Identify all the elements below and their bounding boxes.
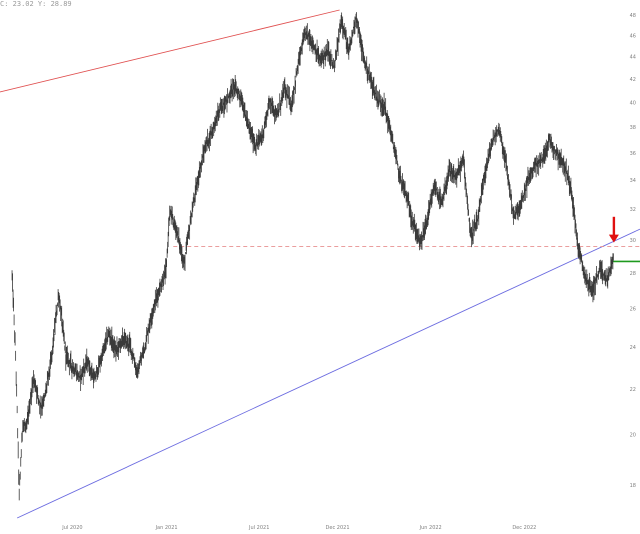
y-tick-label: 32 <box>630 207 636 213</box>
x-tick-label: Jul 2020 <box>61 525 82 531</box>
annotation-layer <box>0 9 640 519</box>
upper-trendline <box>0 9 340 93</box>
y-tick-label: 44 <box>630 55 636 61</box>
x-tick-label: Jan 2021 <box>155 525 178 531</box>
y-tick-label: 28 <box>630 271 636 277</box>
y-tick-label: 18 <box>630 483 636 489</box>
price-series-layer <box>11 12 614 501</box>
y-tick-label: 40 <box>630 100 636 106</box>
y-tick-label: 24 <box>630 345 636 351</box>
x-axis-ticks: Jul 2020 Jan 2021 Jul 2021 Dec 2021 Jun 2022… <box>61 525 536 531</box>
y-tick-label: 20 <box>630 432 636 438</box>
y-axis-ticks: 18 20 22 24 26 28 30 32 34 36 38 40 42 44 46 48 <box>630 13 636 489</box>
x-tick-label: Dec 2021 <box>326 525 350 531</box>
y-tick-label: 26 <box>630 307 636 313</box>
y-tick-label: 22 <box>630 387 636 393</box>
x-tick-label: Jul 2021 <box>248 525 269 531</box>
y-tick-label: 36 <box>630 151 636 157</box>
lower-trendline <box>16 228 640 519</box>
y-tick-label: 46 <box>630 33 636 39</box>
x-tick-label: Dec 2022 <box>512 525 536 531</box>
x-tick-label: Jun 2022 <box>419 525 442 531</box>
y-tick-label: 34 <box>630 178 636 184</box>
down-arrow <box>608 216 619 243</box>
y-tick-label: 42 <box>630 77 636 83</box>
y-tick-label: 48 <box>630 13 636 19</box>
price-series <box>11 12 614 501</box>
price-readout: C: 23.02 Y: 28.89 <box>0 0 72 8</box>
y-tick-label: 38 <box>630 125 636 131</box>
y-tick-label: 30 <box>630 238 636 244</box>
